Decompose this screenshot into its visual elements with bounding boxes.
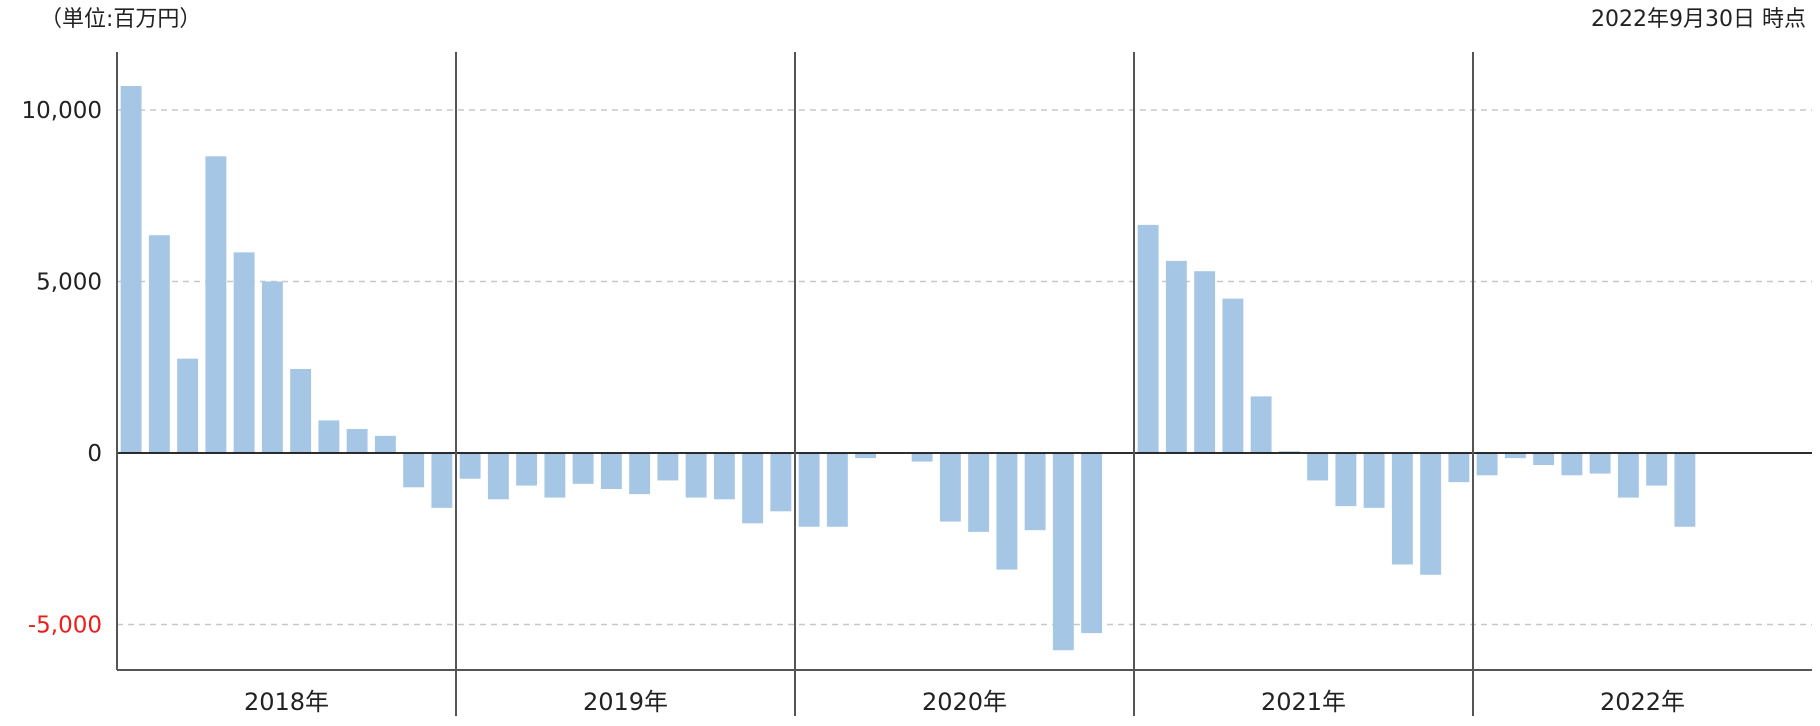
x-tick-label: 2021年: [1261, 688, 1346, 716]
bar: [629, 453, 651, 495]
bar: [1194, 271, 1216, 453]
bar: [1476, 453, 1498, 476]
bar: [1081, 453, 1103, 634]
bar: [1589, 453, 1611, 474]
bar: [1335, 453, 1357, 507]
y-tick-label: 5,000: [36, 270, 102, 296]
bar: [1646, 453, 1668, 486]
bar: [346, 428, 368, 453]
bar: [1222, 298, 1244, 453]
bar: [1250, 396, 1272, 453]
bar: [742, 453, 764, 524]
bar: [487, 453, 509, 500]
bar: [431, 453, 453, 508]
x-tick-label: 2019年: [583, 688, 668, 716]
bar: [403, 453, 425, 488]
bar: [713, 453, 735, 500]
bar: [1674, 453, 1696, 527]
bar: [1137, 224, 1159, 453]
bar: [855, 453, 877, 459]
bar: [1165, 260, 1187, 453]
bar: [318, 420, 340, 453]
bar: [516, 453, 538, 486]
bar: [600, 453, 622, 490]
bar: [1024, 453, 1046, 531]
unit-label: （単位:百万円）: [40, 7, 201, 32]
y-tick-label: 0: [87, 441, 102, 467]
bar: [1363, 453, 1385, 508]
tick-labels: 10,000 5,000 0 -5,000 2018年 2019年 2020年 2021年 20…: [22, 98, 1686, 716]
bar: [770, 453, 792, 512]
bar: [1561, 453, 1583, 476]
bar: [1391, 453, 1413, 565]
bar: [1448, 453, 1470, 483]
as-of-date-label: 2022年9月30日 時点: [1591, 7, 1806, 32]
grid-lines: [117, 109, 1812, 626]
bar: [911, 453, 933, 462]
y-tick-label: 10,000: [22, 98, 102, 124]
bar: [939, 453, 961, 522]
bar: [544, 453, 566, 498]
x-tick-label: 2018年: [244, 688, 329, 716]
bar: [374, 435, 396, 453]
bar: [1420, 453, 1442, 575]
x-tick-label: 2020年: [922, 688, 1007, 716]
bar: [968, 453, 990, 532]
bar: [1052, 453, 1074, 651]
bar: [1504, 453, 1526, 459]
x-tick-label: 2022年: [1600, 688, 1685, 716]
bar: [205, 156, 227, 453]
y-tick-label: -5,000: [28, 613, 102, 639]
axes: [116, 52, 1812, 716]
bar: [1307, 453, 1329, 481]
bar: [459, 453, 481, 479]
bar: [177, 358, 199, 453]
bar: [572, 453, 594, 484]
bar: [798, 453, 820, 527]
bar: [148, 235, 170, 453]
bar: [685, 453, 707, 498]
bar: [261, 281, 283, 453]
bar: [657, 453, 679, 481]
bars: [120, 85, 1696, 651]
bar: [1617, 453, 1639, 498]
bar: [233, 252, 255, 453]
bar: [996, 453, 1018, 570]
bar: [120, 85, 142, 454]
bar: [826, 453, 848, 527]
bar: [1533, 453, 1555, 466]
bar: [290, 368, 312, 453]
